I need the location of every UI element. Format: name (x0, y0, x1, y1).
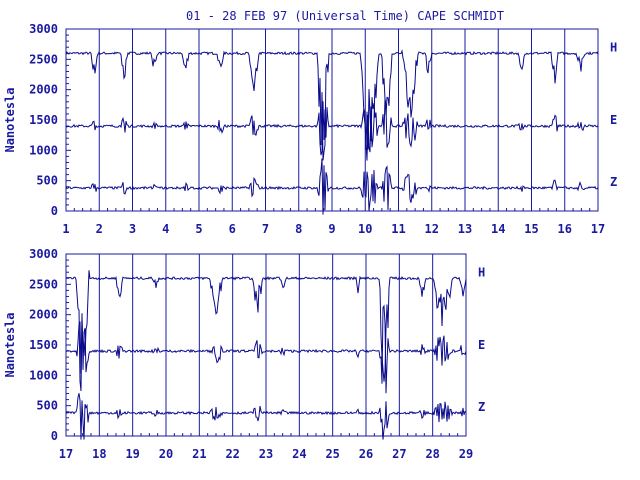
x-tick-label: 2 (96, 222, 103, 236)
y-tick-label: 1000 (29, 368, 58, 382)
x-tick-label: 3 (129, 222, 136, 236)
x-tick-label: 1 (62, 222, 69, 236)
y-tick-label: 3000 (29, 22, 58, 36)
x-tick-label: 11 (391, 222, 405, 236)
x-tick-label: 4 (162, 222, 169, 236)
y-tick-label: 2000 (29, 308, 58, 322)
x-tick-label: 16 (558, 222, 572, 236)
x-tick-label: 5 (195, 222, 202, 236)
y-axis-label: Nanotesla (3, 87, 17, 152)
x-tick-label: 10 (358, 222, 372, 236)
y-tick-label: 0 (51, 429, 58, 443)
x-tick-label: 17 (591, 222, 605, 236)
y-tick-label: 1500 (29, 338, 58, 352)
upper-panel: 1 2 3 4 5 6 7 8 9 10 11 12 13 14 15 16 17050010001500200… (3, 22, 617, 236)
y-tick-label: 500 (36, 174, 58, 188)
x-tick-label: 26 (359, 447, 373, 461)
x-tick-label: 21 (192, 447, 206, 461)
series-label: Z (478, 400, 485, 414)
x-tick-label: 8 (295, 222, 302, 236)
series-h-line (65, 270, 467, 392)
y-tick-label: 2000 (29, 83, 58, 97)
x-tick-label: 12 (425, 222, 439, 236)
x-tick-label: 24 (292, 447, 306, 461)
y-tick-label: 1500 (29, 113, 58, 127)
x-tick-label: 9 (328, 222, 335, 236)
series-e-line (65, 89, 599, 156)
x-tick-label: 22 (225, 447, 239, 461)
series-label: H (478, 265, 485, 279)
series-label: Z (610, 175, 617, 189)
x-tick-label: 6 (229, 222, 236, 236)
y-tick-label: 2500 (29, 277, 58, 291)
series-label: H (610, 40, 617, 54)
x-tick-label: 23 (259, 447, 273, 461)
x-tick-label: 29 (459, 447, 473, 461)
x-tick-label: 17 (59, 447, 73, 461)
series-z-line (65, 158, 599, 215)
x-tick-label: 13 (458, 222, 472, 236)
y-tick-label: 0 (51, 204, 58, 218)
x-tick-label: 19 (125, 447, 139, 461)
x-tick-label: 28 (425, 447, 439, 461)
y-tick-label: 2500 (29, 52, 58, 66)
x-tick-label: 25 (325, 447, 339, 461)
series-h-line (65, 49, 599, 161)
y-axis-label: Nanotesla (3, 312, 17, 377)
y-tick-label: 1000 (29, 143, 58, 157)
series-label: E (610, 113, 617, 127)
x-tick-label: 18 (92, 447, 106, 461)
series-label: E (478, 338, 485, 352)
series-e-line (65, 304, 467, 394)
y-tick-label: 3000 (29, 247, 58, 261)
y-tick-label: 500 (36, 399, 58, 413)
x-tick-label: 20 (159, 447, 173, 461)
x-tick-label: 27 (392, 447, 406, 461)
x-tick-label: 7 (262, 222, 269, 236)
x-tick-label: 15 (524, 222, 538, 236)
series-z-line (65, 393, 467, 440)
x-tick-label: 14 (491, 222, 505, 236)
chart-title: 01 - 28 FEB 97 (Universal Time) CAPE SCH… (186, 9, 504, 23)
lower-panel: 17 18 19 20 21 22 23 24 25 26 27 28 29 0 500 1000 1500 20… (3, 247, 485, 461)
